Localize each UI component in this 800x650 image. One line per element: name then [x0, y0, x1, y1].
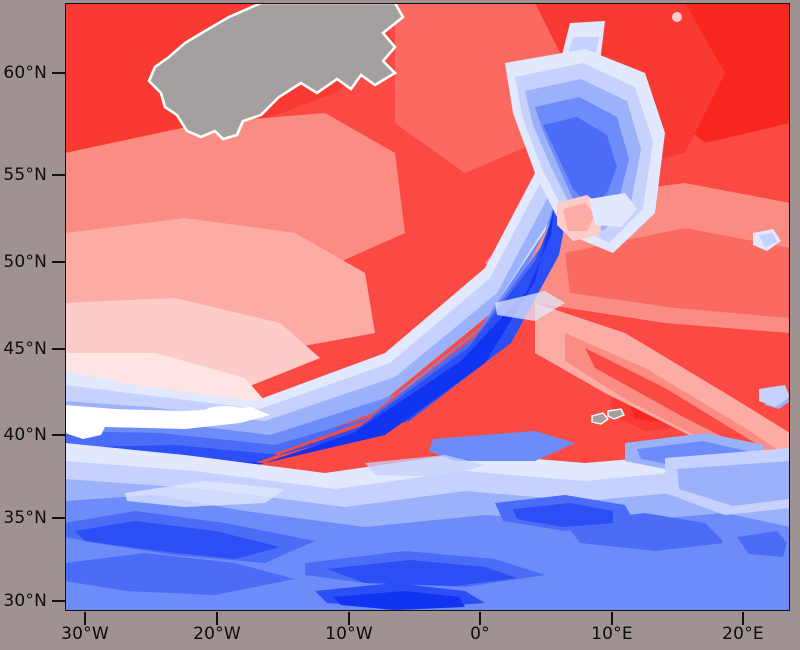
y-tick-label-35: 35°N [3, 508, 47, 528]
x-tick-0 [479, 612, 481, 625]
y-tick-label-30: 30°N [3, 591, 47, 611]
x-tick-20w [216, 612, 218, 625]
y-tick-55 [52, 174, 65, 176]
y-tick-label-60: 60°N [3, 63, 47, 83]
y-tick-label-50: 50°N [3, 252, 47, 272]
zero-band [65, 405, 270, 439]
x-tick-30w [84, 612, 86, 625]
cold-ne-lobe [505, 49, 665, 253]
y-tick-60 [52, 72, 65, 74]
warm-bands [65, 3, 790, 593]
y-tick-label-45: 45°N [3, 339, 47, 359]
cold-southern-field [65, 431, 790, 611]
y-tick-label-40: 40°N [3, 425, 47, 445]
x-tick-label-30w: 30°W [61, 624, 109, 644]
cold-minor-patches [672, 12, 790, 409]
light-wisps [125, 291, 565, 507]
contour-field [65, 3, 790, 611]
cold-east-med [665, 448, 790, 515]
x-tick-10e [611, 612, 613, 625]
x-tick-label-10w: 10°W [325, 624, 373, 644]
x-tick-20e [742, 612, 744, 625]
y-tick-40 [52, 434, 65, 436]
x-tick-label-20w: 20°W [193, 624, 241, 644]
map-plot-area[interactable] [65, 3, 790, 611]
mediterranean-islands [591, 408, 625, 425]
x-tick-10w [348, 612, 350, 625]
y-tick-45 [52, 348, 65, 350]
y-tick-label-55: 55°N [3, 165, 47, 185]
x-tick-label-20e: 20°E [722, 624, 764, 644]
y-tick-50 [52, 261, 65, 263]
y-tick-35 [52, 517, 65, 519]
iceland-land [147, 3, 405, 141]
y-tick-30 [52, 600, 65, 602]
x-tick-label-0: 0° [470, 624, 490, 644]
x-tick-label-10e: 10°E [591, 624, 633, 644]
